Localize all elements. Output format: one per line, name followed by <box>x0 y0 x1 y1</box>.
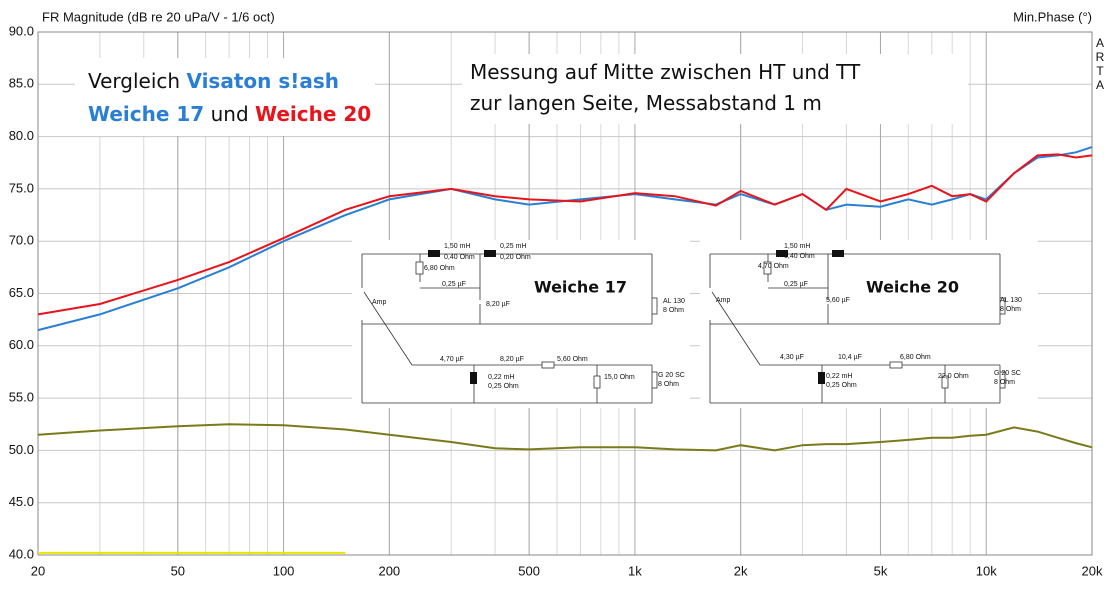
component-label: 0,25 Ohm <box>488 383 519 390</box>
annotation-box <box>462 54 968 124</box>
component-label: 6,80 Ohm <box>900 354 931 361</box>
component-label: 8,20 µF <box>500 356 524 363</box>
x-tick-label: 10k <box>976 563 997 578</box>
resistor <box>415 261 424 275</box>
component-label: 8 Ohm <box>658 381 679 388</box>
watermark: ARTA <box>1093 36 1107 92</box>
y-tick-label: 60.0 <box>9 337 34 352</box>
x-tick-label: 20 <box>31 563 45 578</box>
speaker <box>651 297 658 315</box>
resistor <box>593 375 601 389</box>
schematic-title: Weiche 20 <box>866 278 959 297</box>
inductor <box>832 250 844 257</box>
component-label: 0,25 Ohm <box>826 382 857 389</box>
y-tick-label: 50.0 <box>9 442 34 457</box>
annotation-text: Visaton s!ash <box>186 69 339 93</box>
component-label: G 20 SC <box>994 370 1021 377</box>
inductor <box>470 372 477 384</box>
x-tick-label: 50 <box>171 563 185 578</box>
x-tick-label: 100 <box>273 563 295 578</box>
component-label: 22,0 Ohm <box>938 373 969 380</box>
y-tick-label: 55.0 <box>9 390 34 405</box>
y-tick-label: 45.0 <box>9 494 34 509</box>
inductor <box>818 372 825 384</box>
annotation-text: zur langen Seite, Messabstand 1 m <box>470 91 822 115</box>
x-tick-label: 200 <box>378 563 400 578</box>
component-label: AL 130 <box>1000 297 1022 304</box>
annotation: Messung auf Mitte zwischen HT und TT <box>470 60 861 84</box>
component-label: Amp <box>372 299 387 306</box>
resistor <box>541 361 555 369</box>
schematic: 1,50 mH 0,40 Ohm 4,70 Ohm 0,25 µF 5,60 µF AL … <box>700 240 1038 408</box>
speaker <box>651 371 658 389</box>
component-label: AL 130 <box>663 298 685 305</box>
component-label: 8 Ohm <box>1000 306 1021 313</box>
y-tick-label: 40.0 <box>9 546 34 561</box>
series-line <box>37 153 1093 316</box>
y-tick-label: 90.0 <box>9 23 34 38</box>
component-label: 8 Ohm <box>994 379 1015 386</box>
component-label: 5,60 Ohm <box>557 356 588 363</box>
component-label: 4,30 µF <box>780 354 804 361</box>
component-label: 0,25 mH <box>500 243 526 250</box>
component-label: 0,22 mH <box>826 373 852 380</box>
annotation-text: Weiche 17 <box>88 102 204 126</box>
component-label: 4,70 µF <box>440 356 464 363</box>
annotation-box <box>75 58 375 136</box>
component-label: 8,20 µF <box>486 301 510 308</box>
y2-axis-title: Min.Phase (°) <box>1013 9 1092 24</box>
x-tick-label: 500 <box>518 563 540 578</box>
component-label: 0,22 mH <box>488 374 514 381</box>
x-tick-label: 5k <box>874 563 888 578</box>
component-label: 8 Ohm <box>663 307 684 314</box>
y-tick-label: 75.0 <box>9 180 34 195</box>
x-tick-label: 1k <box>628 563 642 578</box>
component-label: 0,40 Ohm <box>784 253 815 260</box>
plot-frame <box>37 31 1093 556</box>
resistor <box>889 361 903 369</box>
annotation-text: Weiche 20 <box>255 102 371 126</box>
resistor <box>763 261 772 275</box>
x-tick-label: 2k <box>734 563 748 578</box>
component-label: 0,40 Ohm <box>444 254 475 261</box>
inductor <box>428 250 440 257</box>
speaker <box>999 297 1006 315</box>
wire <box>711 291 761 366</box>
series-line <box>37 423 1093 452</box>
chart-title: FR Magnitude (dB re 20 uPa/V - 1/6 oct) <box>42 9 275 24</box>
component-label: 10,4 µF <box>838 354 862 361</box>
annotation: Weiche 17 und Weiche 20 <box>88 102 371 126</box>
y-tick-label: 70.0 <box>9 233 34 248</box>
component-label: 6,80 Ohm <box>424 265 455 272</box>
annotation-text: Vergleich <box>88 69 186 93</box>
component-label: 0,25 µF <box>784 281 808 288</box>
y-tick-label: 80.0 <box>9 128 34 143</box>
speaker <box>999 371 1006 389</box>
component-label: G 20 SC <box>658 372 685 379</box>
resistor <box>941 375 949 389</box>
component-label: 0,20 Ohm <box>500 254 531 261</box>
wire <box>363 291 413 366</box>
schematic: 1,50 mH 0,40 Ohm 0,25 mH 0,20 Ohm 6,80 Ohm 0,… <box>352 240 690 408</box>
annotation-text: Messung auf Mitte zwischen HT und TT <box>470 60 861 84</box>
component-label: 5,60 µF <box>826 297 850 304</box>
series-line <box>37 146 1093 332</box>
y-tick-label: 65.0 <box>9 285 34 300</box>
y-tick-label: 85.0 <box>9 76 34 91</box>
component-label: 15,0 Ohm <box>604 374 635 381</box>
component-label: 4,70 Ohm <box>758 263 789 270</box>
schematic-title: Weiche 17 <box>534 278 627 297</box>
x-tick-label: 20k <box>1082 563 1103 578</box>
annotation-text: und <box>204 102 255 126</box>
annotation: zur langen Seite, Messabstand 1 m <box>470 91 822 115</box>
component-label: 1,50 mH <box>444 243 470 250</box>
inductor <box>776 250 788 257</box>
inductor <box>484 250 496 257</box>
component-label: Amp <box>716 297 731 304</box>
annotation: Vergleich Visaton s!ash <box>88 69 339 93</box>
component-label: 0,25 µF <box>442 281 466 288</box>
component-label: 1,50 mH <box>784 243 810 250</box>
